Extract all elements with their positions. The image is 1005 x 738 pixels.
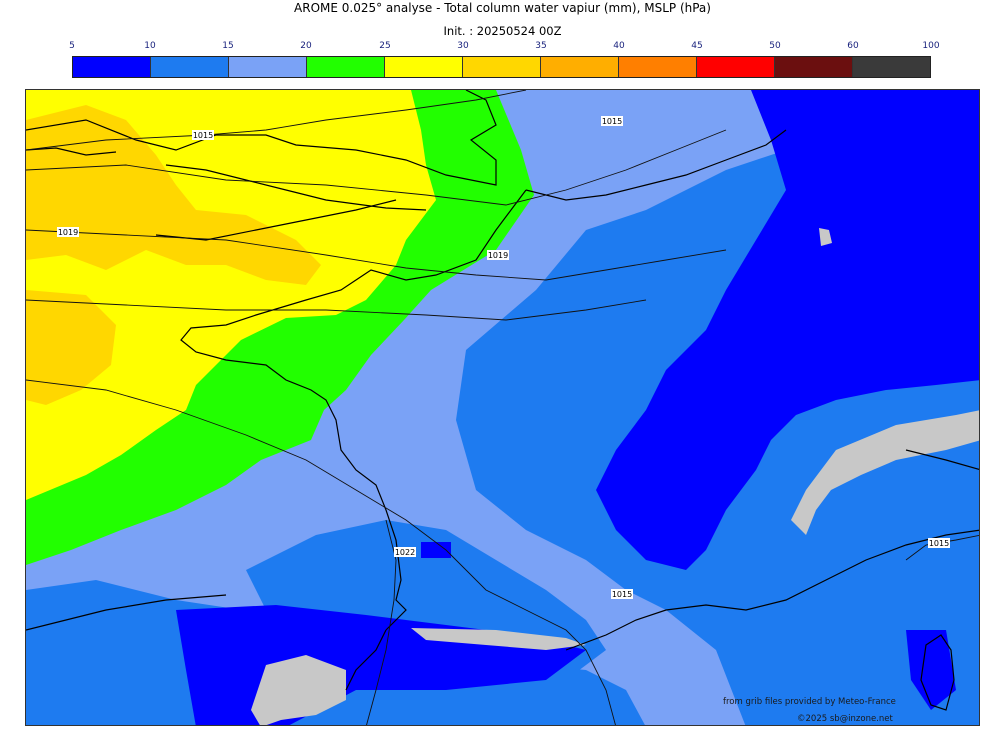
colorbar-tick: 25 [379, 41, 391, 51]
coastline-corsica [920, 634, 955, 711]
isobar-label: 1015 [929, 539, 949, 548]
colorbar-segment [229, 57, 307, 77]
colorbar-segment [151, 57, 229, 77]
colorbar-segment [619, 57, 697, 77]
coastline-cornwall [155, 199, 397, 241]
fill-peaks [819, 228, 832, 246]
coastline-italy [905, 449, 979, 471]
colorbar-tick: 100 [922, 41, 940, 51]
coastline-wales [26, 147, 117, 156]
colorbar-tick: 45 [691, 41, 703, 51]
colorbar-segment [463, 57, 541, 77]
border-belgium [525, 129, 787, 201]
fill-5-10 [906, 630, 956, 710]
isobar-line [26, 379, 616, 725]
colorbar-segment [853, 57, 930, 77]
init-time: Init. : 20250524 00Z [443, 24, 562, 38]
fill-30-35 [26, 290, 116, 405]
fill-5-10 [596, 90, 979, 570]
isobar-line [26, 129, 727, 206]
coastlines [26, 90, 979, 711]
isobar-label: 1015 [612, 590, 632, 599]
isobar-label: 1019 [58, 228, 78, 237]
colorbar-tick: 60 [847, 41, 859, 51]
isobar-label: 1019 [488, 251, 508, 260]
coastline-mediterranean [565, 529, 979, 651]
fill-5-10 [421, 542, 451, 558]
isobar-line [26, 90, 527, 151]
colorbar-tick: 20 [300, 41, 312, 51]
coastline-england [26, 90, 497, 186]
colorbar-segment [775, 57, 853, 77]
colorbar-segment [73, 57, 151, 77]
colorbar-tick: 10 [144, 41, 156, 51]
colorbar-segment [307, 57, 385, 77]
colorbar-tick: 35 [535, 41, 547, 51]
fill-peaks [791, 410, 979, 535]
coastline-france-north [180, 189, 527, 631]
fill-30-35 [26, 105, 321, 285]
colorbar-tick: 5 [69, 41, 75, 51]
colorbar-segment [541, 57, 619, 77]
colorbar [72, 56, 931, 78]
colorbar-tick: 15 [222, 41, 234, 51]
chart-title: AROME 0.025° analyse - Total column wate… [294, 1, 711, 15]
coastline-spain [26, 594, 227, 631]
copyright-credit: ©2025 sb@inzone.net [797, 714, 893, 724]
isobar-line [26, 229, 727, 281]
isobar-labels: 1015 1015 1019 1019 1022 1015 1015 [57, 116, 950, 599]
colorbar-segment [697, 57, 775, 77]
isobar-line [26, 299, 647, 321]
isobar-label: 1022 [395, 548, 415, 557]
isobar-label: 1015 [602, 117, 622, 126]
colorbar-segment [385, 57, 463, 77]
fill-peaks [411, 628, 586, 650]
coastline-atlantic [345, 629, 387, 691]
fill-peaks [251, 655, 346, 725]
isobars [26, 90, 979, 725]
weather-map: 1015 1015 1019 1019 1022 1015 1015 from … [25, 89, 980, 726]
data-source-credit: from grib files provided by Meteo-France [723, 697, 896, 707]
colorbar-tick: 40 [613, 41, 625, 51]
colorbar-tick: 30 [457, 41, 469, 51]
map-canvas: 1015 1015 1019 1019 1022 1015 1015 [26, 90, 979, 725]
colorbar-tick: 50 [769, 41, 781, 51]
coastline-england-south [165, 164, 427, 211]
isobar-label: 1015 [193, 131, 213, 140]
